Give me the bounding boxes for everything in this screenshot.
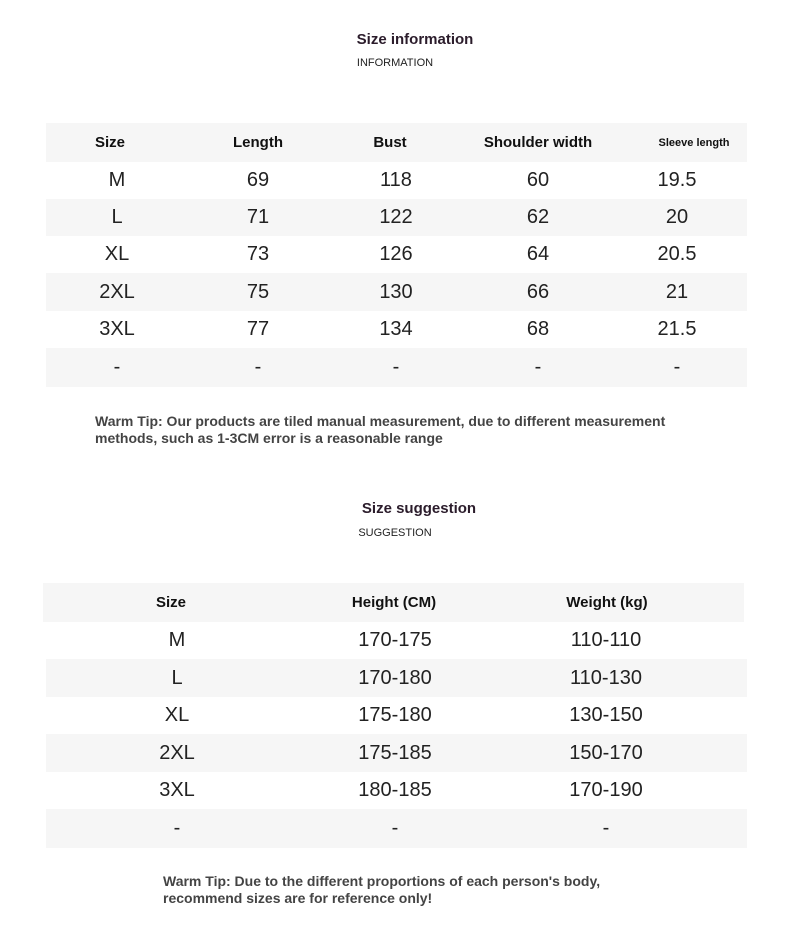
table-cell: 21 — [665, 280, 689, 303]
table-cell: 75 — [246, 280, 270, 303]
table-cell: 69 — [246, 169, 270, 191]
suggestion-tip: Warm Tip: Due to the different proportio… — [163, 873, 600, 907]
table-row: 3XL 180-185 170-190 — [46, 772, 747, 809]
table-cell: 3XL — [159, 779, 195, 801]
size-suggestion-subtitle: SUGGESTION — [358, 527, 432, 539]
table-row: 2XL 175-185 150-170 — [46, 734, 747, 772]
table-row: ----- — [46, 348, 747, 387]
table-cell: M — [168, 629, 186, 651]
table-cell: 68 — [526, 318, 550, 340]
table-row: --- — [46, 809, 747, 848]
table-cell: 2XL — [99, 280, 135, 303]
table-cell: L — [171, 666, 183, 689]
table-cell: - — [392, 356, 400, 378]
table-cell: - — [534, 356, 542, 378]
table-cell: 62 — [526, 206, 550, 228]
measurement-tip-line1: Warm Tip: Our products are tiled manual … — [95, 413, 666, 429]
table-header: Size Height (CM) Weight (kg) — [43, 583, 744, 622]
table-cell: 180-185 — [358, 779, 432, 801]
size-information-subtitle: INFORMATION — [356, 57, 434, 69]
table-row: M 69 118 60 19.5 — [46, 162, 747, 199]
column-header: Height (CM) — [351, 594, 437, 611]
table-cell: 77 — [246, 318, 270, 340]
table-cell: 134 — [379, 318, 413, 340]
table-row: L 170-180 110-130 — [46, 659, 747, 697]
table-row: L 71 122 62 20 — [46, 199, 747, 236]
table-cell: - — [254, 356, 262, 378]
table-cell: 170-190 — [569, 779, 643, 801]
table-cell: 170-180 — [358, 666, 432, 689]
table-header: Size Length Bust Shoulder width Sleeve lengt… — [46, 123, 747, 162]
table-row: XL 175-180 130-150 — [46, 697, 747, 734]
table-cell: - — [391, 817, 399, 839]
column-header: Size — [155, 594, 186, 611]
table-cell: XL — [104, 243, 130, 265]
table-cell: 130-150 — [569, 704, 643, 726]
table-row: 2XL 75 130 66 21 — [46, 273, 747, 311]
suggestion-tip-line1: Warm Tip: Due to the different proportio… — [163, 873, 601, 889]
table-cell: 66 — [526, 280, 550, 303]
table-cell: 175-185 — [358, 741, 432, 764]
table-cell: 71 — [246, 206, 270, 228]
table-cell: - — [602, 817, 610, 839]
table-cell: L — [111, 206, 123, 228]
table-cell: 19.5 — [657, 169, 697, 191]
table-cell: 3XL — [99, 318, 135, 340]
column-header: Shoulder width — [483, 134, 593, 151]
table-cell: M — [108, 169, 126, 191]
column-header: Length — [233, 134, 283, 151]
table-cell: 60 — [526, 169, 550, 191]
table-cell: 170-175 — [358, 629, 432, 651]
column-header: Weight (kg) — [566, 594, 648, 611]
table-cell: 73 — [246, 243, 270, 265]
table-cell: - — [113, 356, 121, 378]
measurement-tip: Warm Tip: Our products are tiled manual … — [95, 413, 665, 447]
table-cell: 20.5 — [657, 243, 697, 265]
table-cell: 20 — [665, 206, 689, 228]
table-cell: XL — [164, 704, 190, 726]
column-header: Size — [94, 134, 125, 151]
measurement-tip-line2: methods, such as 1-3CM error is a reason… — [95, 430, 443, 446]
table-cell: 122 — [379, 206, 413, 228]
table-row: M 170-175 110-110 — [46, 622, 747, 659]
size-information-title: Size information — [356, 31, 474, 48]
column-header: Bust — [373, 134, 407, 151]
table-cell: 64 — [526, 243, 550, 265]
table-cell: - — [173, 817, 181, 839]
table-cell: 110-110 — [570, 629, 642, 651]
table-cell: 175-180 — [358, 704, 432, 726]
table-cell: 126 — [379, 243, 413, 265]
table-cell: 130 — [379, 280, 413, 303]
table-cell: - — [673, 356, 681, 378]
table-cell: 110-130 — [570, 666, 642, 689]
table-cell: 118 — [380, 169, 412, 191]
table-cell: 2XL — [159, 741, 195, 764]
table-row: XL 73 126 64 20.5 — [46, 236, 747, 273]
column-header: Sleeve length — [658, 136, 730, 149]
table-cell: 21.5 — [657, 318, 697, 340]
table-cell: 150-170 — [569, 741, 643, 764]
table-row: 3XL 77 134 68 21.5 — [46, 311, 747, 348]
suggestion-tip-line2: recommend sizes are for reference only! — [163, 890, 433, 906]
size-suggestion-title: Size suggestion — [361, 500, 477, 517]
